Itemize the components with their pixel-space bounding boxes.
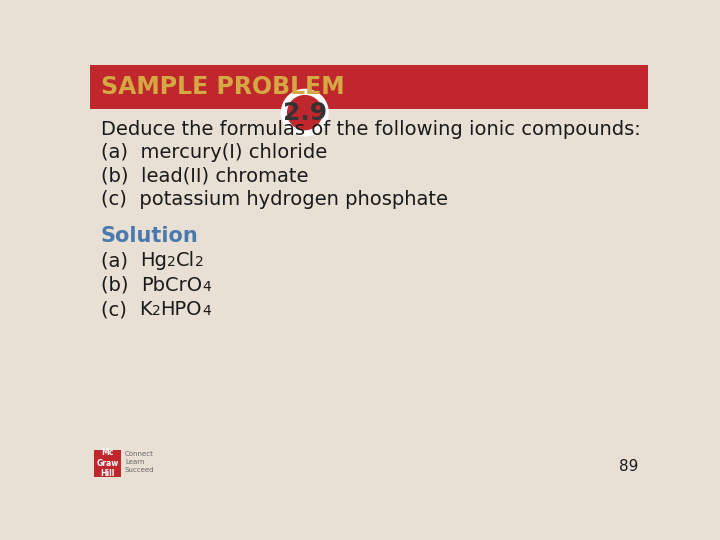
Text: PbCrO: PbCrO [141,276,202,295]
Text: 2.9: 2.9 [283,100,327,125]
Text: 4: 4 [202,304,211,318]
Text: Deduce the formulas of the following ionic compounds:: Deduce the formulas of the following ion… [101,120,641,139]
Text: (c)  potassium hydrogen phosphate: (c) potassium hydrogen phosphate [101,190,448,208]
Circle shape [287,95,323,130]
Text: (b): (b) [101,276,141,295]
Text: SAMPLE PROBLEM: SAMPLE PROBLEM [101,75,344,99]
Text: 89: 89 [619,460,639,475]
Bar [90,65,648,110]
Circle shape [281,89,329,137]
Circle shape [283,91,327,134]
Bar [94,450,121,477]
Text: (b)  lead(II) chromate: (b) lead(II) chromate [101,166,308,185]
Text: Connect
Learn
Succeed: Connect Learn Succeed [125,451,154,474]
Text: 2: 2 [195,255,204,269]
Text: HPO: HPO [161,300,202,320]
Text: Solution: Solution [101,226,199,246]
Text: (a)  mercury(I) chloride: (a) mercury(I) chloride [101,143,327,163]
Text: Hg: Hg [140,251,167,270]
Text: 2: 2 [167,255,176,269]
Text: 2: 2 [152,304,161,318]
Text: K: K [139,300,152,320]
Text: (c): (c) [101,300,139,320]
Text: Cl: Cl [176,251,195,270]
Text: (a): (a) [101,251,140,270]
Text: 4: 4 [202,280,211,294]
Text: Mc
Graw
Hill: Mc Graw Hill [96,448,119,478]
